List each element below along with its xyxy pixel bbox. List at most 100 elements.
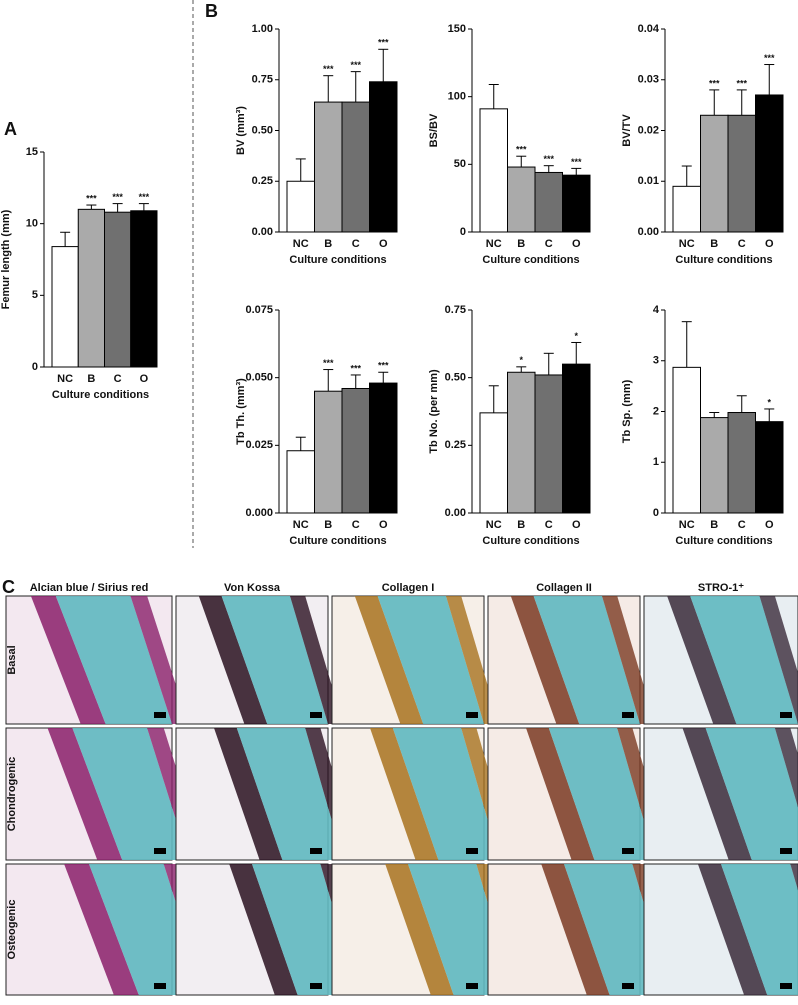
row-header: Chondrogenic [6, 757, 18, 832]
row-header: Basal [6, 645, 18, 674]
bar [480, 109, 508, 232]
x-tick-label: O [379, 519, 388, 531]
bar [287, 181, 315, 232]
bar [563, 175, 591, 232]
micrograph [6, 596, 189, 724]
bar [370, 82, 398, 232]
bar [535, 375, 563, 513]
x-axis-title: Culture conditions [52, 389, 149, 401]
y-tick-label: 2 [653, 405, 659, 417]
y-tick-label: 0.25 [445, 439, 466, 451]
y-tick-label: 0.075 [245, 304, 273, 316]
y-tick-label: 0.50 [252, 124, 273, 136]
bar [370, 383, 398, 513]
significance-label: *** [736, 78, 747, 88]
x-tick-label: O [765, 519, 774, 531]
x-tick-label: NC [293, 238, 309, 250]
scale-bar [154, 712, 166, 718]
y-tick-label: 0.000 [245, 507, 273, 519]
scale-bar [780, 712, 792, 718]
significance-label: *** [378, 361, 389, 371]
column-header: Alcian blue / Sirius red [30, 582, 149, 594]
x-axis-title: Culture conditions [289, 254, 386, 266]
x-tick-label: C [545, 238, 553, 250]
bar [131, 211, 157, 367]
y-axis-title: Tb Sp. (mm) [621, 379, 633, 443]
bar [756, 422, 784, 513]
y-tick-label: 100 [448, 91, 466, 103]
x-tick-label: C [545, 519, 553, 531]
significance-label: *** [139, 192, 150, 202]
bar [756, 95, 784, 232]
x-tick-label: B [517, 519, 525, 531]
x-tick-label: C [738, 519, 746, 531]
row-header: Osteogenic [6, 900, 18, 960]
column-header: STRO-1⁺ [698, 582, 744, 594]
x-tick-label: C [352, 519, 360, 531]
y-tick-label: 0.75 [445, 304, 466, 316]
micrograph [176, 728, 358, 860]
significance-label: *** [323, 64, 334, 74]
micrograph [488, 596, 655, 724]
y-tick-label: 0.050 [245, 372, 273, 384]
panel-label: A [4, 119, 17, 139]
y-tick-label: 0.75 [252, 74, 273, 86]
bar [535, 172, 563, 232]
x-tick-label: C [114, 373, 122, 385]
panel-label: C [2, 577, 15, 597]
x-axis-title: Culture conditions [675, 254, 772, 266]
y-tick-label: 0.00 [252, 226, 273, 238]
y-tick-label: 0 [653, 507, 659, 519]
x-tick-label: O [572, 238, 581, 250]
scale-bar [466, 848, 478, 854]
y-tick-label: 0.25 [252, 175, 273, 187]
y-axis-title: BV (mm³) [235, 106, 247, 155]
x-tick-label: NC [293, 519, 309, 531]
significance-label: *** [112, 192, 123, 202]
bar [342, 388, 370, 513]
x-tick-label: O [379, 238, 388, 250]
significance-label: *** [571, 157, 582, 167]
bar [78, 209, 104, 367]
x-axis-title: Culture conditions [289, 535, 386, 547]
x-axis-title: Culture conditions [482, 254, 579, 266]
column-header: Collagen II [536, 582, 592, 594]
micrograph [488, 728, 670, 860]
x-tick-label: B [710, 238, 718, 250]
x-tick-label: O [572, 519, 581, 531]
panel-label: B [205, 1, 218, 21]
significance-label: *** [764, 53, 775, 63]
y-tick-label: 1.00 [252, 23, 273, 35]
scale-bar [622, 983, 634, 989]
y-tick-label: 0.025 [245, 439, 273, 451]
significance-label: * [767, 397, 771, 407]
scale-bar [622, 712, 634, 718]
micrograph [6, 728, 205, 860]
scale-bar [622, 848, 634, 854]
bar [105, 212, 131, 367]
y-tick-label: 1 [653, 456, 659, 468]
micrograph [644, 728, 798, 860]
y-axis-title: Tb No. (per mm) [428, 369, 440, 454]
x-axis-title: Culture conditions [675, 535, 772, 547]
y-tick-label: 0.00 [638, 226, 659, 238]
y-axis-title: Femur length (mm) [0, 209, 12, 309]
bar [728, 115, 756, 232]
bar [701, 115, 729, 232]
bar [508, 372, 536, 513]
scale-bar [310, 983, 322, 989]
significance-label: *** [86, 193, 97, 203]
significance-label: *** [350, 363, 361, 373]
bar [52, 247, 78, 367]
x-tick-label: NC [57, 373, 73, 385]
y-tick-label: 0.50 [445, 372, 466, 384]
bar [342, 102, 370, 232]
y-axis-title: BV/TV [621, 114, 633, 147]
micrograph [332, 596, 499, 724]
y-axis-title: BS/BV [428, 113, 440, 147]
significance-label: * [519, 355, 523, 365]
bar [563, 364, 591, 513]
significance-label: *** [709, 78, 720, 88]
x-tick-label: B [87, 373, 95, 385]
